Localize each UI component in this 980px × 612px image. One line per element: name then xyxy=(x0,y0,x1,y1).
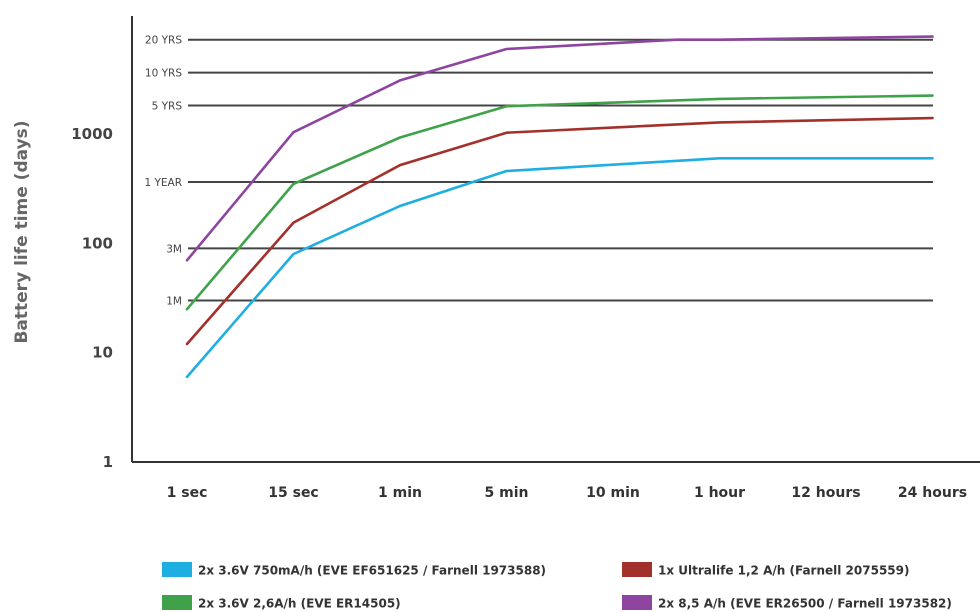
reference-label-2: 5 YRS xyxy=(152,101,183,113)
x-tick-label-1: 15 sec xyxy=(268,485,318,501)
x-tick-labels: 1 sec 15 sec 1 min 5 min 10 min 1 hour 12 hour… xyxy=(167,485,967,501)
y-axis-label: Battery life time (days) xyxy=(12,120,32,343)
y-tick-labels: 1101001000100000 xyxy=(71,125,113,471)
reference-label-3: 1 YEAR xyxy=(144,177,182,189)
reference-label-1: 10 YRS xyxy=(145,68,182,80)
axes xyxy=(131,16,980,463)
reference-label-4: 3M xyxy=(166,243,182,255)
series-lines xyxy=(185,35,934,379)
x-tick-label-5: 1 hour xyxy=(694,485,745,501)
series-line-2 xyxy=(185,94,934,311)
legend-label-2: 2x 3.6V 2,6A/h (EVE ER14505) xyxy=(198,597,401,611)
legend: 2x 3.6V 750mA/h (EVE EF651625 / Farnell … xyxy=(162,562,952,611)
legend-label-0: 2x 3.6V 750mA/h (EVE EF651625 / Farnell … xyxy=(198,564,546,578)
x-tick-label-6: 12 hours xyxy=(791,485,860,501)
x-tick-label-7: 24 hours xyxy=(898,485,967,501)
legend-swatch-0 xyxy=(162,562,192,577)
y-tick-label-3: 1000 xyxy=(71,125,113,143)
legend-swatch-3 xyxy=(622,595,652,610)
reference-lines: 20 YRS 10 YRS 5 YRS 1 YEAR 3M 1M xyxy=(144,35,933,308)
legend-label-1: 1x Ultralife 1,2 A/h (Farnell 2075559) xyxy=(658,564,909,578)
reference-label-5: 1M xyxy=(166,296,182,308)
y-tick-label-1: 10 xyxy=(92,344,113,362)
series-line-0 xyxy=(185,157,934,379)
series-line-3 xyxy=(185,35,934,262)
legend-swatch-2 xyxy=(162,595,192,610)
series-line-1 xyxy=(185,116,934,346)
y-tick-label-0: 1 xyxy=(103,453,113,471)
legend-swatch-1 xyxy=(622,562,652,577)
x-tick-label-2: 1 min xyxy=(378,485,422,501)
x-tick-label-0: 1 sec xyxy=(167,485,208,501)
legend-label-3: 2x 8,5 A/h (EVE ER26500 / Farnell 197358… xyxy=(658,597,952,611)
x-tick-label-4: 10 min xyxy=(586,485,640,501)
y-tick-label-2: 100 xyxy=(82,234,113,252)
x-tick-label-3: 5 min xyxy=(485,485,529,501)
reference-label-0: 20 YRS xyxy=(145,35,182,47)
